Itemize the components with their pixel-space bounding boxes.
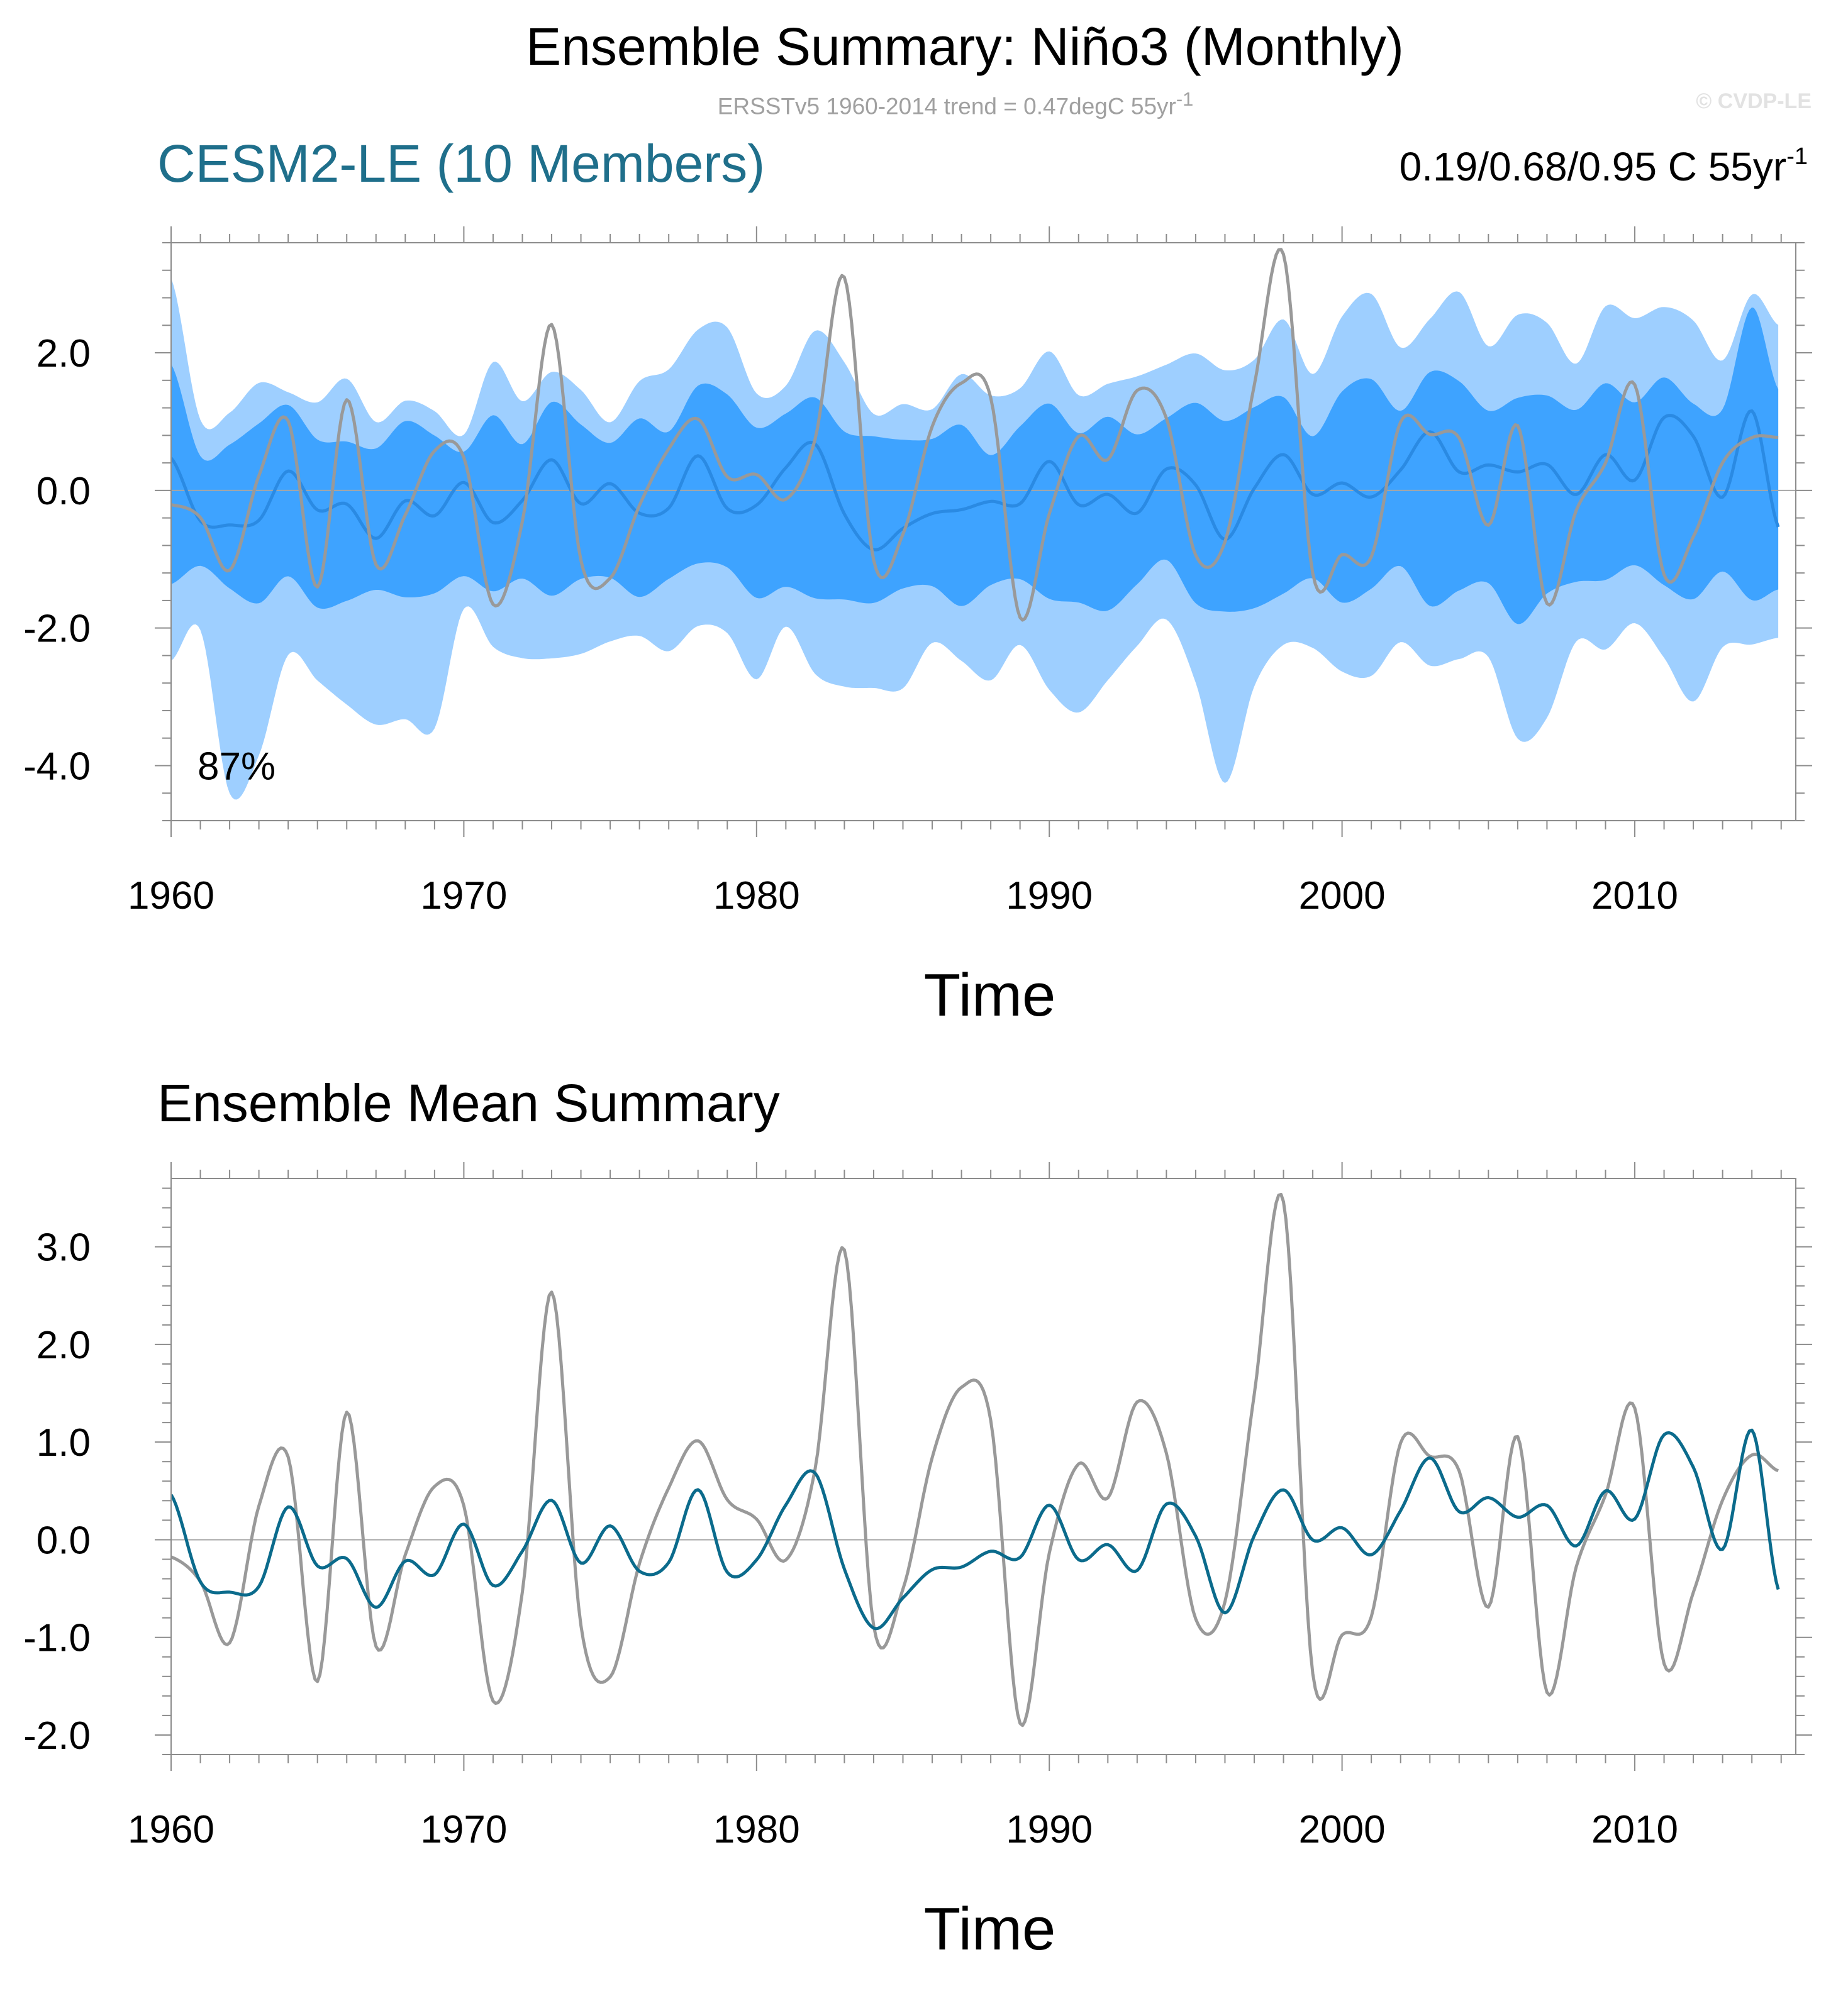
x-tick-label: 2000 bbox=[1299, 1808, 1386, 1851]
plot-area bbox=[171, 1192, 1796, 1727]
model-label: CESM2-LE (10 Members) bbox=[157, 134, 765, 193]
y-tick-label: 2.0 bbox=[36, 332, 91, 375]
x-axis-title: Time bbox=[924, 962, 1056, 1029]
x-tick-label: 1980 bbox=[713, 874, 800, 918]
plot-frame bbox=[170, 242, 1796, 821]
panel-top: 1960 1970 1980 1990 2000 2010 2.0 0.0 -2.0 -4.0 Ti… bbox=[23, 226, 1812, 1029]
y-tick-label: -1.0 bbox=[23, 1617, 91, 1660]
observed-line bbox=[171, 1192, 1779, 1727]
trend-values-label: 0.19/0.68/0.95 C 55yr-1 bbox=[1400, 143, 1808, 190]
observed-trend-text: ERSSTv5 1960-2014 trend = 0.47degC 55yr bbox=[717, 93, 1176, 119]
x-tick-label: 2000 bbox=[1299, 874, 1386, 918]
x-axis-title: Time bbox=[924, 1895, 1056, 1963]
panel-bottom: 1960 1970 1980 1990 2000 2010 3.0 2.0 1.0 0.0 -1.0… bbox=[23, 1162, 1812, 1963]
x-tick-label: 2010 bbox=[1591, 874, 1678, 918]
x-tick-label: 1970 bbox=[420, 1808, 507, 1851]
x-tick-label: 1990 bbox=[1006, 1808, 1093, 1851]
percent-annotation: 87% bbox=[198, 745, 276, 788]
x-tick-label: 2010 bbox=[1591, 1808, 1678, 1851]
y-tick-label: -2.0 bbox=[23, 607, 91, 651]
panel2-title: Ensemble Mean Summary bbox=[157, 1073, 780, 1133]
observed-trend-exponent: -1 bbox=[1176, 88, 1194, 110]
y-tick-label: -2.0 bbox=[23, 1714, 91, 1758]
y-tick-label: 2.0 bbox=[36, 1324, 91, 1367]
figure-title: Ensemble Summary: Niño3 (Monthly) bbox=[526, 17, 1404, 76]
trend-values-exponent: -1 bbox=[1786, 143, 1808, 170]
y-tick-label: 0.0 bbox=[36, 1519, 91, 1562]
ensemble-mean-line bbox=[171, 1428, 1780, 1631]
y-tick-label: 1.0 bbox=[36, 1421, 91, 1465]
plot-frame bbox=[170, 1178, 1796, 1755]
y-tick-label: 3.0 bbox=[36, 1226, 91, 1270]
y-tick-label: 0.0 bbox=[36, 470, 91, 513]
x-tick-label: 1980 bbox=[713, 1808, 800, 1851]
copyright-label: © CVDP-LE bbox=[1696, 89, 1812, 113]
trend-values-text: 0.19/0.68/0.95 C 55yr bbox=[1399, 144, 1787, 189]
plot-area bbox=[171, 248, 1796, 800]
x-tick-label: 1970 bbox=[420, 874, 507, 918]
ensemble-mean-line bbox=[171, 409, 1780, 552]
x-tick-label: 1960 bbox=[128, 874, 214, 918]
y-tick-label: -4.0 bbox=[23, 745, 91, 788]
x-tick-label: 1960 bbox=[128, 1808, 214, 1851]
observed-line bbox=[171, 248, 1779, 622]
observed-trend-subtitle: ERSSTv5 1960-2014 trend = 0.47degC 55yr-… bbox=[0, 88, 1848, 119]
x-tick-label: 1990 bbox=[1006, 874, 1093, 918]
